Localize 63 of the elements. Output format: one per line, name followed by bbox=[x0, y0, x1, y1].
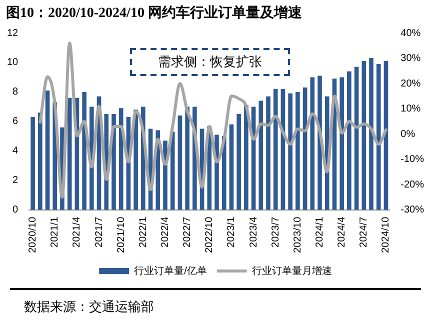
bar bbox=[67, 98, 72, 210]
y2-tick-label: 40% bbox=[400, 28, 421, 39]
x-tick-label: 2024/4 bbox=[336, 216, 348, 248]
x-tick-label: 2021/4 bbox=[72, 216, 83, 248]
bar bbox=[170, 132, 175, 210]
x-tick-label: 2024/10 bbox=[380, 216, 392, 254]
bar bbox=[347, 71, 352, 210]
y-tick-label: 2 bbox=[12, 175, 19, 186]
bar bbox=[376, 64, 381, 210]
y-tick-label: 12 bbox=[7, 28, 19, 39]
y2-tick-label: 30% bbox=[400, 53, 421, 64]
y-tick-label: 10 bbox=[7, 57, 19, 68]
bar bbox=[236, 114, 241, 210]
y-tick-label: 4 bbox=[12, 146, 19, 157]
bar bbox=[288, 93, 292, 210]
bar bbox=[266, 96, 270, 210]
y2-tick-label: -10% bbox=[400, 154, 424, 166]
bar bbox=[310, 77, 315, 210]
x-tick-label: 2024/1 bbox=[314, 216, 326, 248]
bar bbox=[244, 105, 248, 210]
bar bbox=[384, 61, 388, 210]
y2-tick-label: -20% bbox=[400, 179, 424, 190]
x-tick-label: 2022/1 bbox=[138, 216, 149, 248]
y-tick-label: 0 bbox=[12, 204, 19, 216]
x-tick-label: 2021/1 bbox=[50, 216, 61, 248]
y2-tick-label: -30% bbox=[400, 204, 424, 216]
bar bbox=[354, 66, 359, 210]
y-tick-label: 8 bbox=[12, 86, 19, 98]
bar bbox=[30, 117, 35, 210]
bar bbox=[185, 106, 190, 210]
x-tick-label: 2023/7 bbox=[270, 216, 282, 248]
line-series bbox=[38, 42, 388, 199]
x-tick-label: 2022/4 bbox=[160, 216, 171, 248]
source-note: 数据来源：交通运输部 bbox=[23, 298, 155, 316]
x-tick-label: 2023/1 bbox=[226, 216, 238, 248]
y-tick-label: 6 bbox=[12, 116, 19, 128]
x-tick-label: 2020/10 bbox=[28, 216, 39, 254]
x-tick-label: 2022/7 bbox=[182, 216, 194, 248]
bar bbox=[38, 112, 42, 210]
x-tick-label: 2023/10 bbox=[292, 216, 304, 254]
bar bbox=[112, 114, 116, 210]
x-tick-label: 2022/10 bbox=[204, 216, 216, 254]
y2-tick-label: 20% bbox=[400, 78, 421, 90]
y2-tick-label: 0% bbox=[400, 128, 416, 140]
legend-label: 行业订单量月增速 bbox=[252, 264, 332, 277]
bar bbox=[296, 92, 300, 210]
bar bbox=[258, 100, 264, 210]
bar bbox=[369, 58, 374, 210]
x-tick-label: 2021/7 bbox=[94, 216, 105, 248]
bar bbox=[229, 124, 234, 210]
bar bbox=[340, 77, 344, 210]
bar bbox=[273, 89, 278, 210]
bar bbox=[362, 61, 366, 210]
bar bbox=[178, 116, 182, 210]
x-tick-label: 2024/7 bbox=[358, 216, 370, 248]
bar bbox=[82, 92, 86, 210]
x-tick-label: 2021/10 bbox=[116, 216, 127, 254]
chart-title: 图10：2020/10-2024/10 网约车行业订单量及增速 bbox=[5, 4, 303, 23]
legend-label: 行业订单量/亿单 bbox=[134, 264, 207, 277]
dashed-text-box: 需求侧：恢复扩张 bbox=[130, 48, 290, 76]
y2-tick-label: 10% bbox=[400, 104, 421, 115]
x-tick-label: 2023/4 bbox=[248, 216, 260, 248]
bar bbox=[45, 90, 50, 210]
